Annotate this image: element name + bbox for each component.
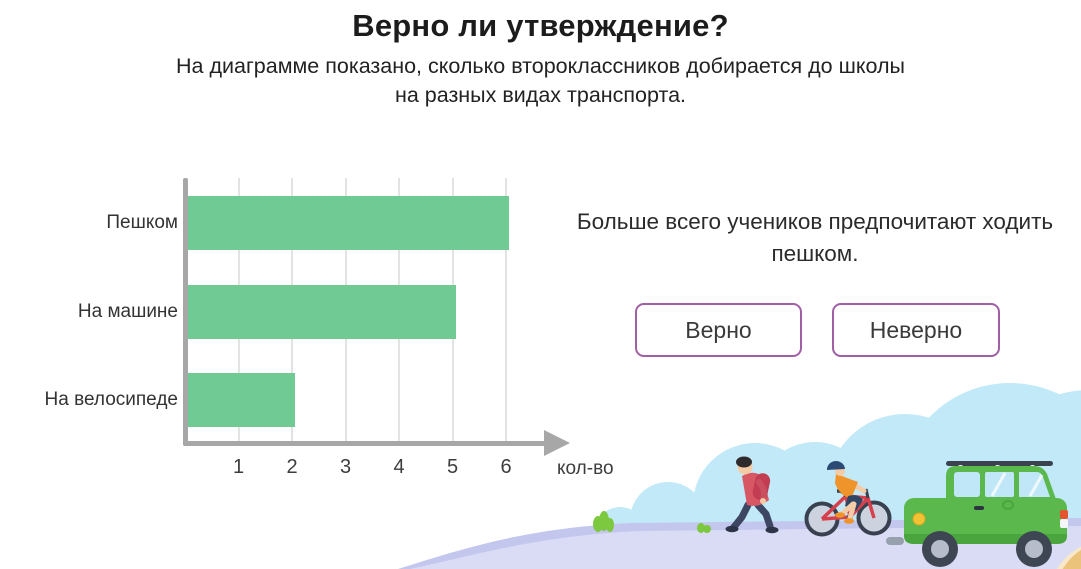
- x-tick-label: 6: [500, 456, 512, 478]
- x-axis-title: кол-во: [557, 458, 614, 479]
- category-label: На велосипеде: [44, 389, 178, 410]
- x-axis-line: [183, 441, 545, 446]
- transport-illustration: [398, 383, 1081, 569]
- x-tick-label: 3: [339, 456, 352, 478]
- bush: [593, 511, 711, 533]
- sand-mound: [1056, 546, 1081, 569]
- x-tick-label: 1: [232, 456, 245, 478]
- category-label: На машине: [77, 301, 178, 322]
- cyclist: [804, 460, 892, 537]
- bar: [188, 196, 509, 250]
- false-button[interactable]: Неверно: [832, 303, 1000, 357]
- subtitle-line-1: На диаграмме показано, сколько второклас…: [176, 54, 905, 78]
- y-axis-line: [183, 178, 188, 446]
- gridline: [505, 178, 507, 441]
- x-tick-label: 4: [393, 456, 405, 478]
- page-title: Верно ли утверждение?: [352, 8, 729, 43]
- true-button[interactable]: Верно: [635, 303, 802, 357]
- x-tick-label: 5: [446, 456, 459, 478]
- x-axis-arrow-icon: [544, 430, 570, 456]
- car: [886, 461, 1068, 567]
- task-subtitle: На диаграмме показано, сколько второклас…: [0, 52, 1081, 110]
- statement-text: Больше всего учеников предпочитают ходит…: [576, 209, 1054, 266]
- subtitle-line-2: на разных видах транспорта.: [394, 83, 687, 107]
- bar: [188, 373, 295, 427]
- bar: [188, 285, 456, 339]
- walking-person: [725, 456, 779, 534]
- category-label: Пешком: [106, 212, 178, 233]
- x-tick-label: 2: [286, 456, 298, 478]
